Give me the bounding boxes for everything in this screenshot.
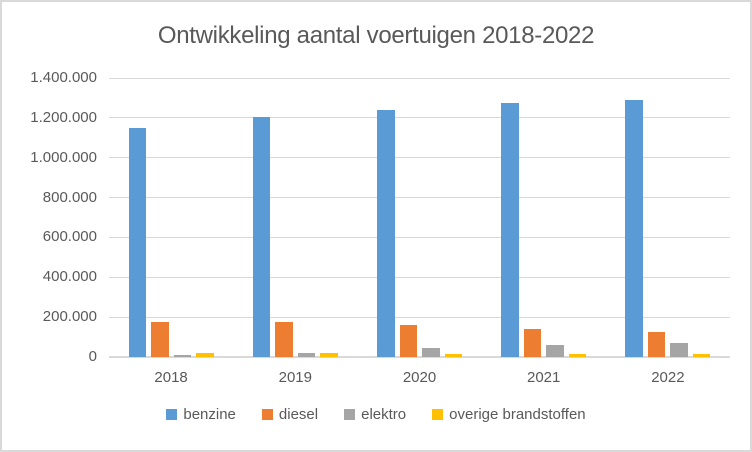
legend-item-benzine: benzine	[166, 406, 236, 423]
y-tick-label: 1.200.000	[30, 108, 97, 126]
y-tick-label: 1.000.000	[30, 148, 97, 166]
legend-swatch-icon	[261, 409, 273, 420]
x-tick-label-2021: 2021	[527, 369, 561, 386]
x-axis-line	[109, 356, 730, 358]
gridline	[109, 157, 730, 159]
x-tick-label-2022: 2022	[651, 369, 685, 386]
bar-overige-brandstoffen-2019	[320, 352, 338, 357]
y-tick-label: 400.000	[42, 268, 97, 286]
legend-swatch-icon	[344, 409, 356, 420]
gridline	[109, 197, 730, 199]
x-tick-label-2019: 2019	[278, 369, 312, 386]
bar-overige-brandstoffen-2022	[692, 353, 711, 357]
bar-benzine-2019	[252, 116, 271, 357]
bar-diesel-2019	[275, 322, 293, 357]
bar-overige-brandstoffen-2018	[196, 352, 214, 357]
bar-benzine-2022	[625, 99, 643, 357]
bar-overige-brandstoffen-2020	[444, 353, 462, 357]
plot-area	[109, 77, 730, 358]
bar-diesel-2020	[399, 325, 417, 357]
legend-label: diesel	[278, 406, 319, 423]
legend-swatch-icon	[432, 409, 444, 420]
bar-elektro-2021	[546, 345, 564, 357]
legend-label: overige brandstoffen	[449, 406, 586, 423]
y-tick-label: 0	[88, 348, 97, 365]
bar-benzine-2018	[128, 127, 147, 357]
legend-label: elektro	[361, 406, 407, 423]
gridline	[109, 276, 730, 278]
x-tick-label-2018: 2018	[154, 369, 188, 386]
bar-elektro-2018	[173, 354, 192, 357]
bar-diesel-2018	[151, 322, 169, 357]
bar-diesel-2021	[523, 329, 542, 357]
bar-benzine-2021	[501, 102, 519, 357]
gridline	[109, 117, 730, 119]
y-tick-label: 200.000	[42, 308, 97, 326]
bar-elektro-2020	[422, 348, 440, 357]
legend-item-diesel: diesel	[261, 406, 319, 423]
bar-elektro-2022	[670, 343, 688, 357]
y-tick-label: 1.400.000	[30, 69, 97, 86]
x-tick-label-2020: 2020	[402, 369, 437, 386]
chart-title: Ontwikkeling aantal voertuigen 2018-2022	[157, 22, 595, 49]
legend-swatch-icon	[166, 409, 178, 420]
gridline	[109, 316, 730, 318]
legend-item-elektro: elektro	[344, 406, 406, 423]
bar-diesel-2022	[647, 331, 666, 357]
gridline	[109, 236, 730, 238]
y-tick-label: 800.000	[42, 188, 97, 206]
legend-item-overige-brandstoffen: overige brandstoffen	[432, 406, 586, 423]
legend-label: benzine	[183, 406, 236, 423]
bar-benzine-2020	[377, 109, 395, 357]
y-tick-label: 600.000	[42, 228, 97, 246]
gridline	[109, 77, 730, 79]
bar-overige-brandstoffen-2021	[568, 353, 587, 357]
legend: benzine diesel elektro overige brandstoffen	[2, 406, 750, 423]
bar-elektro-2019	[297, 352, 316, 357]
